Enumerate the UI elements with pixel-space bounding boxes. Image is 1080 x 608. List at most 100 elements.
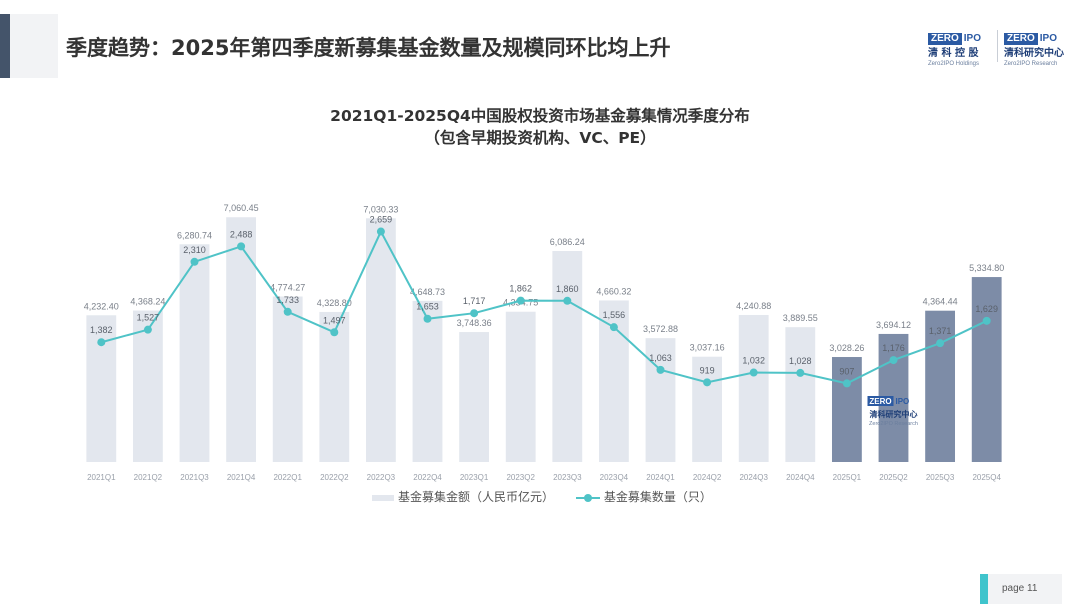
logo-group: ZERO IPO 清 科 控 股 Zero2IPO Holdings ZERO IP…: [928, 26, 1068, 67]
bar-label-2024Q3: 4,240.88: [736, 301, 771, 311]
x-tick-2021Q1: 2021Q1: [87, 473, 116, 482]
count-label-2022Q4: 1,653: [416, 302, 439, 312]
count-point-2023Q1: [470, 309, 479, 318]
count-point-2022Q2: [330, 328, 339, 337]
bar-label-2024Q2: 3,037.16: [690, 343, 725, 353]
header: 季度趋势：2025年第四季度新募集基金数量及规模同环比均上升: [0, 14, 1080, 78]
bar-2022Q1: [272, 296, 303, 462]
x-tick-2023Q3: 2023Q3: [553, 473, 582, 482]
count-point-2025Q1: [842, 379, 851, 388]
zero2ipo-holdings-logo: ZERO IPO 清 科 控 股 Zero2IPO Holdings: [928, 33, 982, 67]
count-point-2023Q2: [516, 296, 525, 305]
count-label-2021Q3: 2,310: [183, 245, 206, 255]
bar-2024Q3: [738, 314, 769, 462]
bar-label-2022Q1: 4,774.27: [270, 282, 305, 292]
chart-legend: 基金募集金额（人民币亿元） 基金募集数量（只）: [372, 488, 730, 504]
count-label-2022Q1: 1,733: [276, 295, 299, 305]
count-label-2025Q4: 1,629: [975, 304, 998, 314]
count-label-2024Q3: 1,032: [742, 356, 765, 366]
count-label-2024Q4: 1,028: [789, 356, 812, 366]
count-point-2025Q3: [936, 339, 945, 348]
bar-2025Q3: [925, 310, 956, 462]
zero2ipo-research-logo: ZERO IPO 清科研究中心 Zero2IPO Research: [1004, 33, 1064, 67]
count-label-2023Q2: 1,862: [509, 284, 532, 294]
x-tick-2021Q4: 2021Q4: [227, 473, 256, 482]
bar-label-2021Q4: 7,060.45: [224, 203, 259, 213]
header-band: [10, 14, 58, 78]
legend-bar-swatch: [372, 494, 394, 501]
x-tick-2022Q4: 2022Q4: [413, 473, 442, 482]
bar-2021Q3: [179, 244, 210, 462]
count-label-2022Q3: 2,659: [370, 215, 393, 225]
bar-label-2021Q2: 4,368.24: [130, 297, 165, 307]
count-label-2025Q3: 1,371: [929, 326, 952, 336]
bar-label-2023Q1: 3,748.36: [457, 318, 492, 328]
page-number: page 11: [1002, 583, 1038, 594]
legend-line-swatch: [575, 493, 600, 503]
bar-2024Q4: [785, 327, 816, 462]
bar-2021Q4: [226, 217, 257, 462]
bar-label-2022Q2: 4,328.80: [317, 298, 352, 308]
count-label-2023Q4: 1,556: [603, 310, 626, 320]
bar-2021Q2: [132, 310, 163, 462]
bar-2023Q2: [505, 311, 536, 462]
bar-label-2022Q4: 4,648.73: [410, 287, 445, 297]
x-tick-2024Q4: 2024Q4: [786, 473, 815, 482]
bar-2022Q4: [412, 300, 443, 462]
chart-title: 2021Q1-2025Q4中国股权投资市场基金募集情况季度分布: [330, 107, 750, 125]
page-footer: page 11: [980, 574, 1062, 604]
count-label-2025Q2: 1,176: [882, 343, 905, 353]
bar-label-2023Q3: 6,086.24: [550, 237, 585, 247]
x-tick-2024Q1: 2024Q1: [646, 473, 675, 482]
count-point-2025Q2: [889, 356, 898, 365]
bar-2025Q1: [831, 357, 862, 462]
count-point-2021Q2: [143, 325, 152, 334]
bar-2022Q2: [319, 311, 350, 462]
count-label-2021Q1: 1,382: [90, 325, 113, 335]
logo-divider: [997, 30, 998, 62]
bar-label-2022Q3: 7,030.33: [363, 204, 398, 214]
bar-label-2025Q4: 5,334.80: [969, 263, 1004, 273]
bar-2024Q2: [692, 356, 723, 462]
watermark-logo: [867, 396, 894, 406]
count-label-2025Q1: 907: [839, 366, 854, 376]
count-line: [101, 229, 988, 385]
bar-2021Q1: [86, 315, 117, 462]
bar-2025Q4: [971, 277, 1002, 462]
count-point-2021Q3: [190, 257, 199, 266]
bar-2023Q3: [552, 251, 583, 462]
page-title: 季度趋势：2025年第四季度新募集基金数量及规模同环比均上升: [66, 36, 671, 60]
x-tick-2023Q1: 2023Q1: [460, 473, 489, 482]
x-tick-2025Q3: 2025Q3: [926, 473, 955, 482]
count-point-2023Q4: [609, 323, 618, 332]
count-point-2021Q4: [237, 242, 246, 251]
x-tick-2022Q2: 2022Q2: [320, 473, 349, 482]
x-tick-2025Q4: 2025Q4: [972, 473, 1001, 482]
bar-label-2024Q1: 3,572.88: [643, 324, 678, 334]
watermark-en: Zero2IPO Research: [869, 421, 918, 427]
x-tick-2022Q1: 2022Q1: [273, 473, 302, 482]
count-point-2022Q3: [376, 227, 385, 236]
watermark-ipo: IPO: [896, 397, 910, 406]
bar-label-2025Q2: 3,694.12: [876, 320, 911, 330]
x-tick-2022Q3: 2022Q3: [367, 473, 396, 482]
count-label-2023Q3: 1,860: [556, 284, 579, 294]
count-point-2021Q1: [97, 338, 106, 347]
count-label-2023Q1: 1,717: [463, 296, 486, 306]
count-label-2024Q1: 1,063: [649, 353, 672, 363]
header-accent-bar: [0, 14, 10, 78]
bar-2023Q1: [459, 332, 490, 462]
x-tick-2024Q3: 2024Q3: [739, 473, 768, 482]
watermark-cn: 清科研究中心: [870, 409, 918, 419]
count-point-2024Q1: [656, 365, 665, 374]
footer-accent: [980, 574, 988, 604]
count-point-2025Q4: [982, 316, 991, 325]
bar-2024Q1: [645, 338, 676, 462]
bar-2022Q3: [365, 218, 396, 462]
count-point-2024Q4: [796, 368, 805, 377]
count-point-2024Q2: [703, 378, 712, 387]
x-tick-2021Q2: 2021Q2: [134, 473, 163, 482]
legend-item-count: 基金募集数量（只）: [575, 488, 712, 505]
count-label-2022Q2: 1,497: [323, 315, 346, 325]
